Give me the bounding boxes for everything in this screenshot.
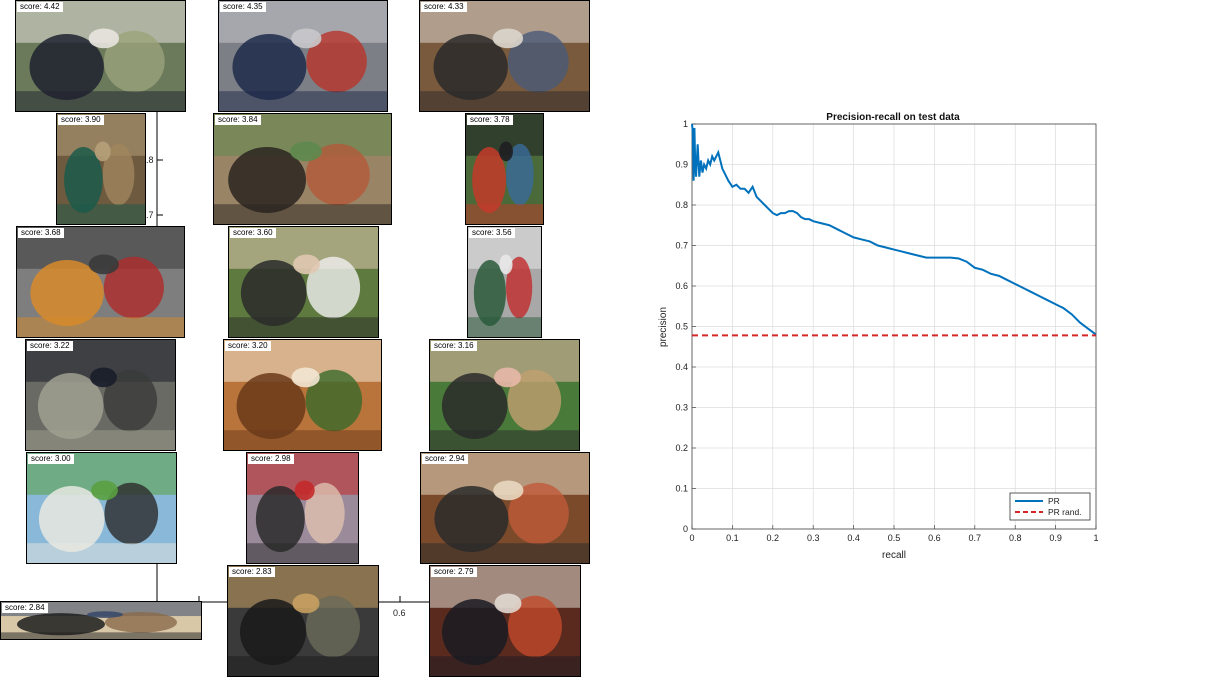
thumbnail: score: 3.16 xyxy=(429,339,580,451)
thumbnail: score: 3.60 xyxy=(228,226,379,338)
x-tick-label: 0.1 xyxy=(726,533,739,543)
score-label: score: 3.84 xyxy=(215,115,261,125)
x-tick-label: 0.9 xyxy=(1049,533,1062,543)
thumbnail-image-food-plate xyxy=(224,340,381,450)
score-label: score: 3.78 xyxy=(467,115,513,125)
thumbnail: score: 3.78 xyxy=(465,113,544,225)
thumbnail-image-jockey xyxy=(466,114,543,224)
score-label: score: 4.42 xyxy=(17,2,63,12)
thumbnail-image-restaurant xyxy=(430,566,580,676)
thumbnail: score: 3.56 xyxy=(467,226,542,338)
thumbnail: score: 3.22 xyxy=(25,339,176,451)
thumbnail-image-workshop xyxy=(228,566,378,676)
score-label: score: 3.00 xyxy=(28,454,74,464)
score-label: score: 4.33 xyxy=(421,2,467,12)
y-axis-label: precision xyxy=(658,307,669,347)
behind-y-tick-0: .8 xyxy=(146,155,154,165)
thumbnail-image-bicycles-crowd xyxy=(219,1,387,111)
thumbnail-image-three-people xyxy=(229,227,378,337)
thumbnail-image-cyclists xyxy=(17,227,184,337)
y-tick-label: 0.3 xyxy=(675,403,688,413)
thumbnail: score: 4.42 xyxy=(15,0,186,112)
y-tick-label: 0.9 xyxy=(675,160,688,170)
y-tick-label: 0.1 xyxy=(675,484,688,494)
x-axis-label: recall xyxy=(882,550,906,561)
thumbnail-image-man-portrait xyxy=(430,340,579,450)
y-tick-label: 1 xyxy=(683,119,688,129)
thumbnail: score: 2.98 xyxy=(246,452,359,564)
score-label: score: 2.94 xyxy=(422,454,468,464)
score-label: score: 2.98 xyxy=(248,454,294,464)
chart-title: Precision-recall on test data xyxy=(826,112,960,123)
x-tick-label: 0.3 xyxy=(807,533,820,543)
thumbnail-image-motorbike-repair xyxy=(26,340,175,450)
y-tick-label: 0.4 xyxy=(675,362,688,372)
behind-y-tick-1: .7 xyxy=(146,210,154,220)
thumbnail: score: 3.90 xyxy=(56,113,146,225)
legend-label-rand: PR rand. xyxy=(1048,507,1082,517)
thumbnail: score: 3.00 xyxy=(26,452,177,564)
score-label: score: 3.20 xyxy=(225,341,271,351)
x-tick-label: 0.8 xyxy=(1009,533,1022,543)
image-montage: .8 .7 0.6 score: 4.42 score: 4.35 score:… xyxy=(0,0,600,677)
thumbnail-image-cafe xyxy=(1,602,201,639)
pr-chart: Precision-recall on test data 0 0.1 0.2 0.3… xyxy=(658,112,1099,561)
legend-box xyxy=(1009,492,1091,521)
legend: PR PR rand. xyxy=(1009,492,1091,521)
thumbnail-image-bus xyxy=(468,227,541,337)
thumbnail: score: 3.68 xyxy=(16,226,185,338)
thumbnail: score: 2.94 xyxy=(420,452,590,564)
behind-x-tick-0: 0.6 xyxy=(393,608,406,618)
y-tick-label: 0.5 xyxy=(675,322,688,332)
x-tick-label: 0.5 xyxy=(888,533,901,543)
y-tick-label: 0 xyxy=(683,524,688,534)
x-tick-label: 0.6 xyxy=(928,533,941,543)
y-tick-label: 0.8 xyxy=(675,200,688,210)
score-label: score: 3.60 xyxy=(230,228,276,238)
x-tick-label: 0.4 xyxy=(847,533,860,543)
score-label: score: 2.79 xyxy=(431,567,477,577)
thumbnail-image-group-london xyxy=(247,453,358,563)
thumbnail: score: 2.83 xyxy=(227,565,379,677)
thumbnail-image-hummingbird xyxy=(57,114,145,224)
chart-ticks: 0 0.1 0.2 0.3 0.4 0.5 0.6 0.7 0.8 0.9 1 0 0.1 0.2 0.3 0… xyxy=(675,119,1098,543)
score-label: score: 3.22 xyxy=(27,341,73,351)
thumbnail-image-people-on-floor xyxy=(420,1,589,111)
score-label: score: 3.56 xyxy=(469,228,515,238)
thumbnail: score: 4.33 xyxy=(419,0,590,112)
y-tick-label: 0.6 xyxy=(675,281,688,291)
score-label: score: 2.84 xyxy=(2,603,48,613)
score-label: score: 4.35 xyxy=(220,2,266,12)
legend-label-pr: PR xyxy=(1048,496,1060,506)
score-label: score: 3.90 xyxy=(58,115,104,125)
x-tick-label: 1 xyxy=(1093,533,1098,543)
chart-series xyxy=(691,123,1097,337)
thumbnail-image-dinner-table xyxy=(421,453,589,563)
y-tick-label: 0.2 xyxy=(675,443,688,453)
thumbnail-image-horse-riders xyxy=(16,1,185,111)
series-line-pr xyxy=(691,123,1097,336)
thumbnail: score: 4.35 xyxy=(218,0,388,112)
thumbnail: score: 3.20 xyxy=(223,339,382,451)
chart-grid xyxy=(691,123,1097,530)
x-tick-label: 0 xyxy=(689,533,694,543)
thumbnail: score: 3.84 xyxy=(213,113,392,225)
x-tick-label: 0.7 xyxy=(969,533,982,543)
thumbnail-image-green-bus xyxy=(27,453,176,563)
score-label: score: 3.68 xyxy=(18,228,64,238)
thumbnail-image-water-buffalo xyxy=(214,114,391,224)
score-label: score: 2.83 xyxy=(229,567,275,577)
y-tick-label: 0.7 xyxy=(675,241,688,251)
x-tick-label: 0.2 xyxy=(767,533,780,543)
score-label: score: 3.16 xyxy=(431,341,477,351)
thumbnail: score: 2.79 xyxy=(429,565,581,677)
thumbnail: score: 2.84 xyxy=(0,601,202,640)
